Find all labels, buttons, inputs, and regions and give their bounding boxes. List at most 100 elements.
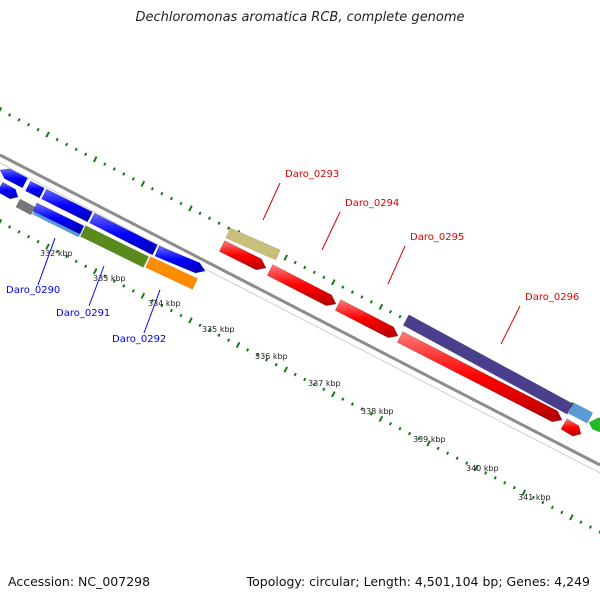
tick-mark	[312, 382, 316, 387]
kbp-label: 332 kbp	[40, 249, 73, 258]
tick-mark	[188, 205, 193, 212]
gene-leader-line	[321, 211, 341, 251]
tick-mark	[226, 338, 231, 342]
gene-arrow-reverse	[154, 245, 206, 274]
tick-mark	[17, 118, 21, 122]
tick-mark	[217, 333, 221, 337]
gene-arrow-forward	[334, 299, 399, 338]
tick-mark	[560, 510, 564, 515]
gene-arrow-reverse	[89, 212, 158, 256]
cog-block	[588, 417, 600, 433]
tick-mark	[455, 456, 459, 460]
tick-mark	[512, 485, 516, 490]
tick-mark	[179, 201, 183, 206]
gene-labels-group: Daro_0293 Daro_0294 Daro_0295 Daro_0296 Daro…	[6, 169, 579, 345]
tick-mark	[341, 397, 345, 401]
cog-block	[15, 198, 36, 216]
tick-mark	[160, 191, 164, 196]
kbp-label: 338 kbp	[361, 407, 394, 416]
accession-text: Accession: NC_007298	[8, 574, 151, 589]
cog-block	[402, 314, 574, 415]
gene-label: Daro_0291	[56, 308, 110, 319]
tick-mark	[0, 106, 3, 113]
tick-mark	[541, 500, 545, 505]
tick-mark	[398, 426, 402, 431]
tick-mark	[283, 254, 288, 261]
tick-mark	[65, 254, 69, 259]
tick-mark	[255, 353, 259, 357]
tick-mark	[122, 172, 126, 176]
gene-arrow-reverse	[25, 180, 45, 199]
gene-arrow-forward	[218, 240, 267, 271]
gene-arrow-forward	[560, 418, 582, 437]
tick-mark	[246, 348, 250, 352]
tick-mark	[369, 300, 374, 304]
tick-mark	[360, 407, 364, 411]
tick-mark	[293, 372, 297, 377]
tick-mark	[92, 268, 98, 275]
topology-text: Topology: circular; Length: 4,501,104 bp…	[246, 574, 590, 589]
tick-mark	[55, 137, 59, 142]
tick-mark	[150, 298, 154, 303]
tick-mark	[569, 514, 574, 521]
tick-mark	[160, 303, 164, 308]
tick-mark	[398, 314, 402, 319]
tick-mark	[436, 446, 440, 451]
tick-mark	[484, 471, 488, 475]
tick-mark	[350, 290, 354, 294]
tick-mark	[226, 226, 231, 230]
gene-leader-line	[143, 289, 161, 334]
tick-mark	[350, 402, 354, 406]
tick-mark	[7, 225, 12, 229]
tick-mark	[521, 489, 527, 496]
tick-mark	[198, 211, 202, 216]
tick-mark	[7, 113, 12, 117]
gene-leader-line	[37, 237, 56, 286]
tick-mark	[150, 186, 154, 191]
tick-mark	[322, 275, 326, 280]
tick-mark	[140, 292, 146, 299]
gene-arrow-reverse	[32, 202, 85, 235]
gene-leader-line	[88, 265, 105, 307]
tick-mark	[36, 127, 40, 132]
tick-mark	[303, 265, 307, 270]
backbone-line-outer	[0, 153, 600, 467]
tick-mark	[235, 341, 241, 349]
tick-mark	[407, 431, 412, 436]
kbp-label: 337 kbp	[308, 379, 341, 388]
cog-block	[80, 225, 149, 268]
tick-mark	[36, 239, 40, 244]
tick-mark	[388, 309, 393, 314]
tick-mark	[207, 328, 212, 333]
tick-mark	[26, 234, 31, 239]
cog-block	[225, 227, 281, 261]
gene-arrow-reverse	[0, 181, 19, 200]
tick-mark	[331, 391, 336, 398]
tick-mark	[26, 122, 31, 127]
tick-mark	[417, 436, 421, 441]
tick-mark	[17, 230, 21, 234]
tick-mark	[503, 481, 507, 485]
kbp-label: 339 kbp	[413, 435, 446, 444]
tick-mark	[360, 295, 364, 299]
tick-mark	[465, 461, 469, 465]
map-title: Dechloromonas aromatica RCB, complete ge…	[135, 10, 465, 25]
tick-mark	[131, 177, 135, 181]
gene-arrow-reverse	[0, 168, 28, 189]
gene-label: Daro_0295	[410, 232, 464, 243]
tick-mark	[322, 387, 326, 392]
tick-mark	[331, 279, 336, 286]
tick-mark	[188, 317, 193, 324]
tick-mark	[198, 323, 202, 328]
tick-mark	[312, 270, 316, 275]
tick-mark	[207, 216, 212, 221]
tick-mark	[74, 259, 78, 264]
tick-mark	[493, 476, 497, 480]
tick-mark	[473, 464, 479, 472]
tick-mark	[388, 421, 393, 426]
tick-mark	[103, 162, 107, 166]
tick-mark	[217, 221, 221, 225]
gene-leader-line	[500, 305, 521, 345]
tick-mark	[341, 285, 345, 289]
gene-leader-line	[262, 182, 281, 221]
